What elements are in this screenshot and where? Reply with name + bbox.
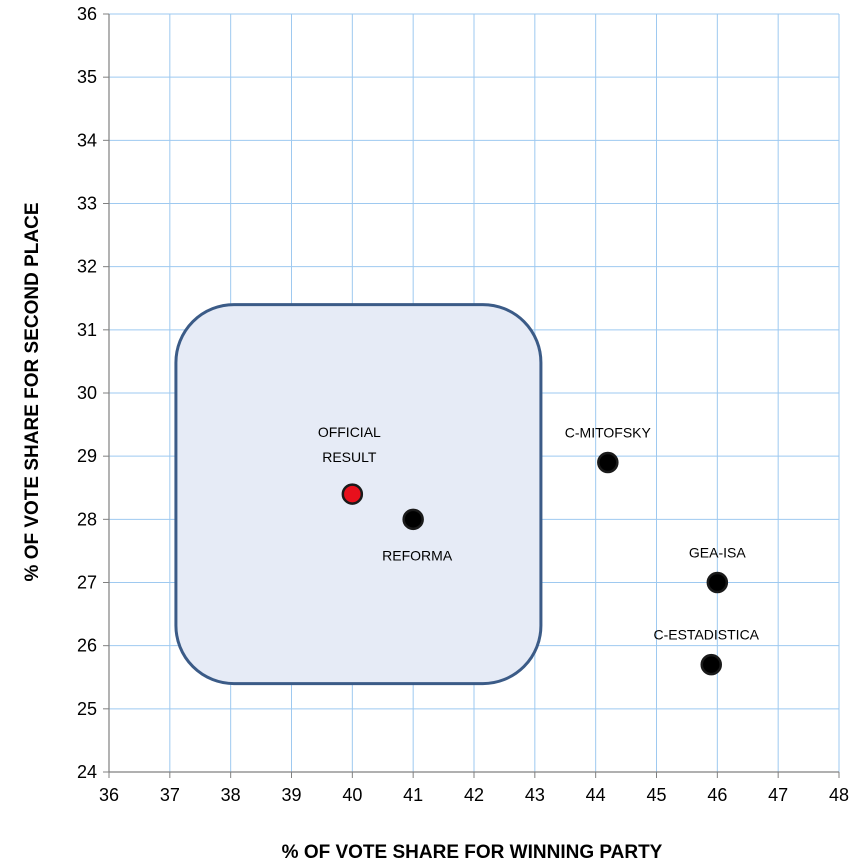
x-tick-label: 36 [99, 785, 119, 805]
y-tick-label: 31 [77, 320, 97, 340]
data-point [597, 451, 619, 474]
x-tick-label: 43 [525, 785, 545, 805]
x-tick-label: 37 [160, 785, 180, 805]
y-tick-label: 24 [77, 762, 97, 782]
point-label: OFFICIAL [318, 424, 381, 440]
x-tick-label: 40 [342, 785, 362, 805]
point-label-layer: OFFICIAL RESULT REFORMA C-MITOFSKY GEA-ISA C-… [318, 424, 760, 643]
y-tick-label: 34 [77, 130, 97, 150]
y-tick-label: 33 [77, 194, 97, 214]
tick-label-layer: 36 37 38 39 40 41 42 43 44 45 46 47 48 24 25 26 27 28 29 30… [77, 4, 849, 805]
data-point [341, 483, 364, 505]
data-point-layer [341, 451, 729, 676]
x-tick-label: 42 [464, 785, 484, 805]
x-tick-label: 38 [221, 785, 241, 805]
data-point [700, 653, 722, 676]
x-tick-label: 44 [586, 785, 606, 805]
y-tick-label: 30 [77, 383, 97, 403]
x-axis-title: % OF VOTE SHARE FOR WINNING PARTY [282, 842, 663, 863]
y-tick-label: 27 [77, 573, 97, 593]
y-tick-label: 25 [77, 699, 97, 719]
y-tick-label: 35 [77, 67, 97, 87]
y-tick-label: 36 [77, 4, 97, 24]
point-label: RESULT [322, 449, 377, 465]
y-tick-label: 26 [77, 636, 97, 656]
data-point [706, 571, 729, 594]
x-tick-label: 48 [829, 785, 849, 805]
x-tick-label: 46 [707, 785, 727, 805]
data-point [402, 508, 424, 531]
axis-layer [103, 13, 840, 778]
y-axis-title: % OF VOTE SHARE FOR SECOND PLACE [22, 203, 43, 582]
point-label: C-MITOFSKY [565, 424, 652, 440]
point-label: GEA-ISA [689, 545, 746, 561]
point-label: C-ESTADISTICA [653, 627, 759, 643]
x-tick-label: 39 [281, 785, 301, 805]
y-tick-label: 29 [77, 446, 97, 466]
y-tick-label: 32 [77, 257, 97, 277]
y-tick-label: 28 [77, 509, 97, 529]
x-tick-label: 45 [646, 785, 666, 805]
x-tick-label: 41 [403, 785, 423, 805]
point-label: REFORMA [382, 547, 453, 563]
x-tick-label: 47 [768, 785, 788, 805]
